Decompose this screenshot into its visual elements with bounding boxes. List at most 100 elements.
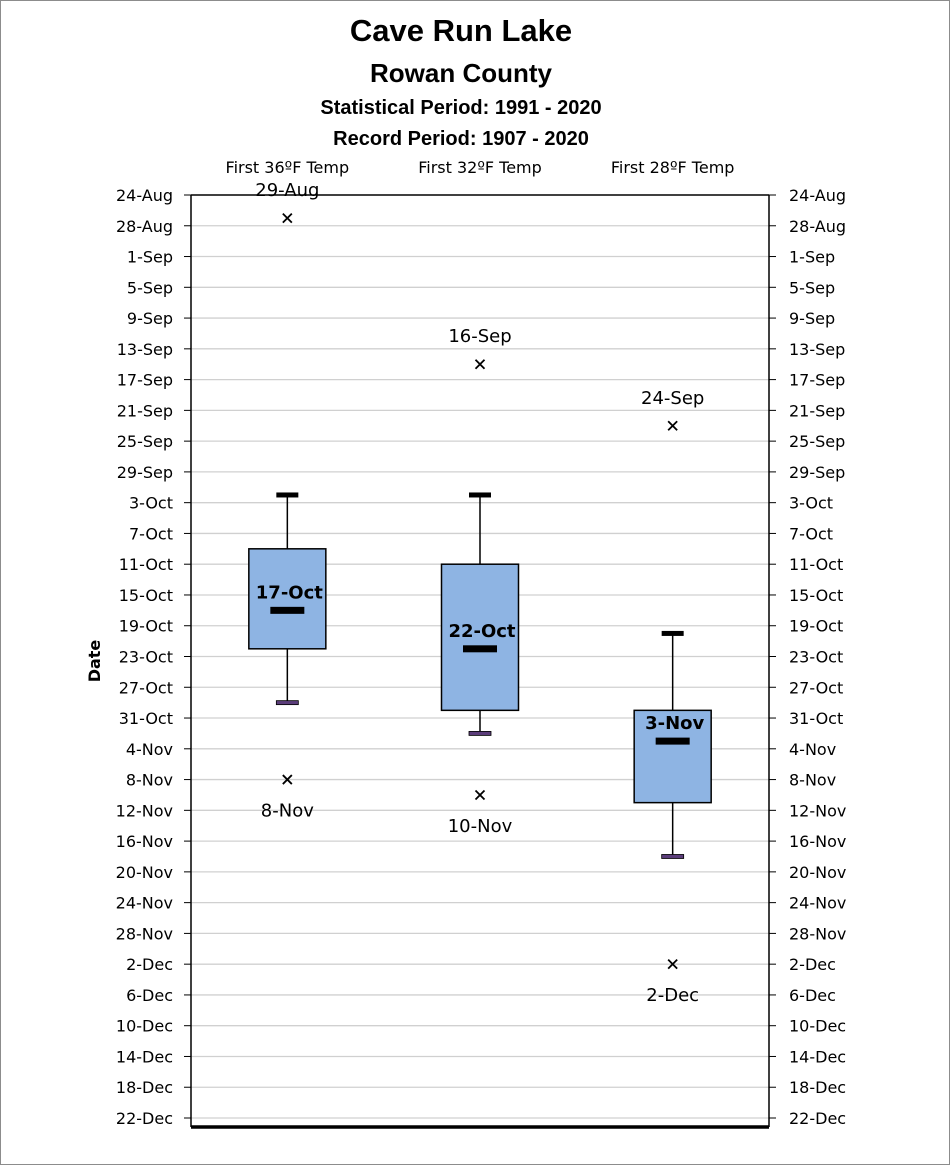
- record-latest-point: [474, 789, 486, 801]
- left-tick-label: 10-Dec: [116, 1017, 173, 1036]
- iqr-box: [633, 709, 712, 804]
- category-labels: First 36ºF Temp First 32ºF Temp First 28ºF…: [226, 158, 735, 177]
- record-earliest-point: [282, 212, 293, 224]
- right-tick-label: 1-Sep: [789, 248, 835, 267]
- left-tick-label: 29-Sep: [117, 463, 173, 482]
- iqr-box: [440, 563, 520, 712]
- median-label: 22-Oct: [448, 621, 515, 642]
- right-tick-label: 4-Nov: [789, 740, 836, 759]
- tick-labels: 24-Aug 24-Aug 28-Aug 28-Aug 1-Sep 1-Sep 5-Sep 5…: [116, 186, 847, 1128]
- median-marker: [270, 606, 305, 614]
- whisker-cap-early: [661, 630, 684, 636]
- left-tick-label: 1-Sep: [127, 248, 173, 267]
- left-tick-label: 27-Oct: [119, 678, 173, 697]
- median-marker: [655, 737, 690, 745]
- boxes: 17-Oct 29-Aug 8-Nov 22-Oct 16-Sep 10-Nov 3-Nov…: [248, 180, 712, 1006]
- left-tick-label: 25-Sep: [117, 432, 173, 451]
- record-earliest-point: [667, 420, 678, 431]
- whisker-cap-late: [661, 854, 685, 859]
- box-group: 17-Oct 29-Aug 8-Nov: [248, 180, 327, 822]
- left-tick-label: 24-Aug: [116, 186, 173, 205]
- right-tick-label: 17-Sep: [789, 371, 845, 390]
- whisker-cap-early: [469, 492, 491, 498]
- category-label: First 28ºF Temp: [611, 158, 735, 177]
- chart-subtitle: Rowan County: [370, 58, 553, 88]
- record-latest-point: [667, 959, 678, 970]
- left-tick-label: 2-Dec: [126, 955, 173, 974]
- left-tick-label: 7-Oct: [129, 524, 173, 543]
- left-tick-label: 14-Dec: [116, 1047, 173, 1066]
- record-latest-label: 10-Nov: [448, 816, 513, 837]
- left-tick-label: 24-Nov: [116, 894, 173, 913]
- left-tick-label: 3-Oct: [129, 494, 173, 513]
- right-tick-label: 14-Dec: [789, 1047, 846, 1066]
- record-earliest-label: 29-Aug: [255, 180, 319, 201]
- right-tick-label: 6-Dec: [789, 986, 836, 1005]
- box-group: 3-Nov 24-Sep 2-Dec: [633, 388, 712, 1006]
- left-tick-label: 8-Nov: [126, 771, 173, 790]
- right-tick-label: 5-Sep: [789, 278, 835, 297]
- left-tick-label: 20-Nov: [116, 863, 173, 882]
- axes: [184, 194, 776, 1129]
- right-tick-label: 31-Oct: [789, 709, 843, 728]
- right-tick-label: 22-Dec: [789, 1109, 846, 1128]
- left-tick-label: 23-Oct: [119, 648, 173, 667]
- record-earliest-point: [474, 359, 486, 370]
- right-tick-label: 23-Oct: [789, 648, 843, 667]
- whisker-cap-late: [468, 731, 492, 736]
- left-tick-label: 18-Dec: [116, 1078, 173, 1097]
- left-tick-label: 16-Nov: [116, 832, 173, 851]
- left-tick-label: 9-Sep: [127, 309, 173, 328]
- right-tick-label: 10-Dec: [789, 1017, 846, 1036]
- right-tick-label: 8-Nov: [789, 771, 836, 790]
- right-tick-label: 28-Aug: [789, 217, 846, 236]
- right-tick-label: 25-Sep: [789, 432, 845, 451]
- right-tick-label: 7-Oct: [789, 524, 833, 543]
- right-tick-label: 13-Sep: [789, 340, 845, 359]
- left-tick-label: 6-Dec: [126, 986, 173, 1005]
- category-label: First 32ºF Temp: [418, 158, 542, 177]
- left-tick-label: 4-Nov: [126, 740, 173, 759]
- record-latest-point: [282, 774, 293, 785]
- category-label: First 36ºF Temp: [226, 158, 350, 177]
- right-tick-label: 28-Nov: [789, 924, 846, 943]
- right-tick-label: 24-Aug: [789, 186, 846, 205]
- right-tick-label: 15-Oct: [789, 586, 843, 605]
- statistical-period: Statistical Period: 1991 - 2020: [320, 97, 601, 119]
- y-axis-label: Date: [85, 640, 104, 683]
- left-tick-label: 22-Dec: [116, 1109, 173, 1128]
- median-label: 3-Nov: [645, 713, 704, 734]
- left-tick-label: 17-Sep: [117, 371, 173, 390]
- right-tick-label: 21-Sep: [789, 401, 845, 420]
- left-tick-label: 28-Aug: [116, 217, 173, 236]
- right-tick-label: 16-Nov: [789, 832, 846, 851]
- right-tick-label: 11-Oct: [789, 555, 843, 574]
- right-tick-label: 18-Dec: [789, 1078, 846, 1097]
- chart-title: Cave Run Lake: [350, 13, 572, 48]
- right-tick-label: 9-Sep: [789, 309, 835, 328]
- record-latest-label: 8-Nov: [261, 801, 314, 822]
- median-marker: [463, 645, 497, 653]
- left-tick-label: 12-Nov: [116, 801, 173, 820]
- right-tick-label: 19-Oct: [789, 617, 843, 636]
- record-earliest-label: 16-Sep: [448, 326, 511, 347]
- record-period: Record Period: 1907 - 2020: [333, 128, 589, 150]
- whisker-cap-late: [275, 700, 299, 706]
- right-tick-label: 12-Nov: [789, 801, 846, 820]
- left-tick-label: 13-Sep: [117, 340, 173, 359]
- box-group: 22-Oct 16-Sep 10-Nov: [440, 326, 520, 837]
- right-tick-label: 27-Oct: [789, 678, 843, 697]
- iqr-box: [248, 548, 327, 650]
- left-tick-label: 21-Sep: [117, 401, 173, 420]
- left-tick-label: 19-Oct: [119, 617, 173, 636]
- right-tick-label: 20-Nov: [789, 863, 846, 882]
- record-latest-label: 2-Dec: [646, 985, 699, 1006]
- record-earliest-label: 24-Sep: [641, 388, 704, 409]
- median-label: 17-Oct: [256, 582, 323, 603]
- left-tick-label: 15-Oct: [119, 586, 173, 605]
- left-tick-label: 31-Oct: [119, 709, 173, 728]
- left-tick-label: 28-Nov: [116, 924, 173, 943]
- right-tick-label: 24-Nov: [789, 894, 846, 913]
